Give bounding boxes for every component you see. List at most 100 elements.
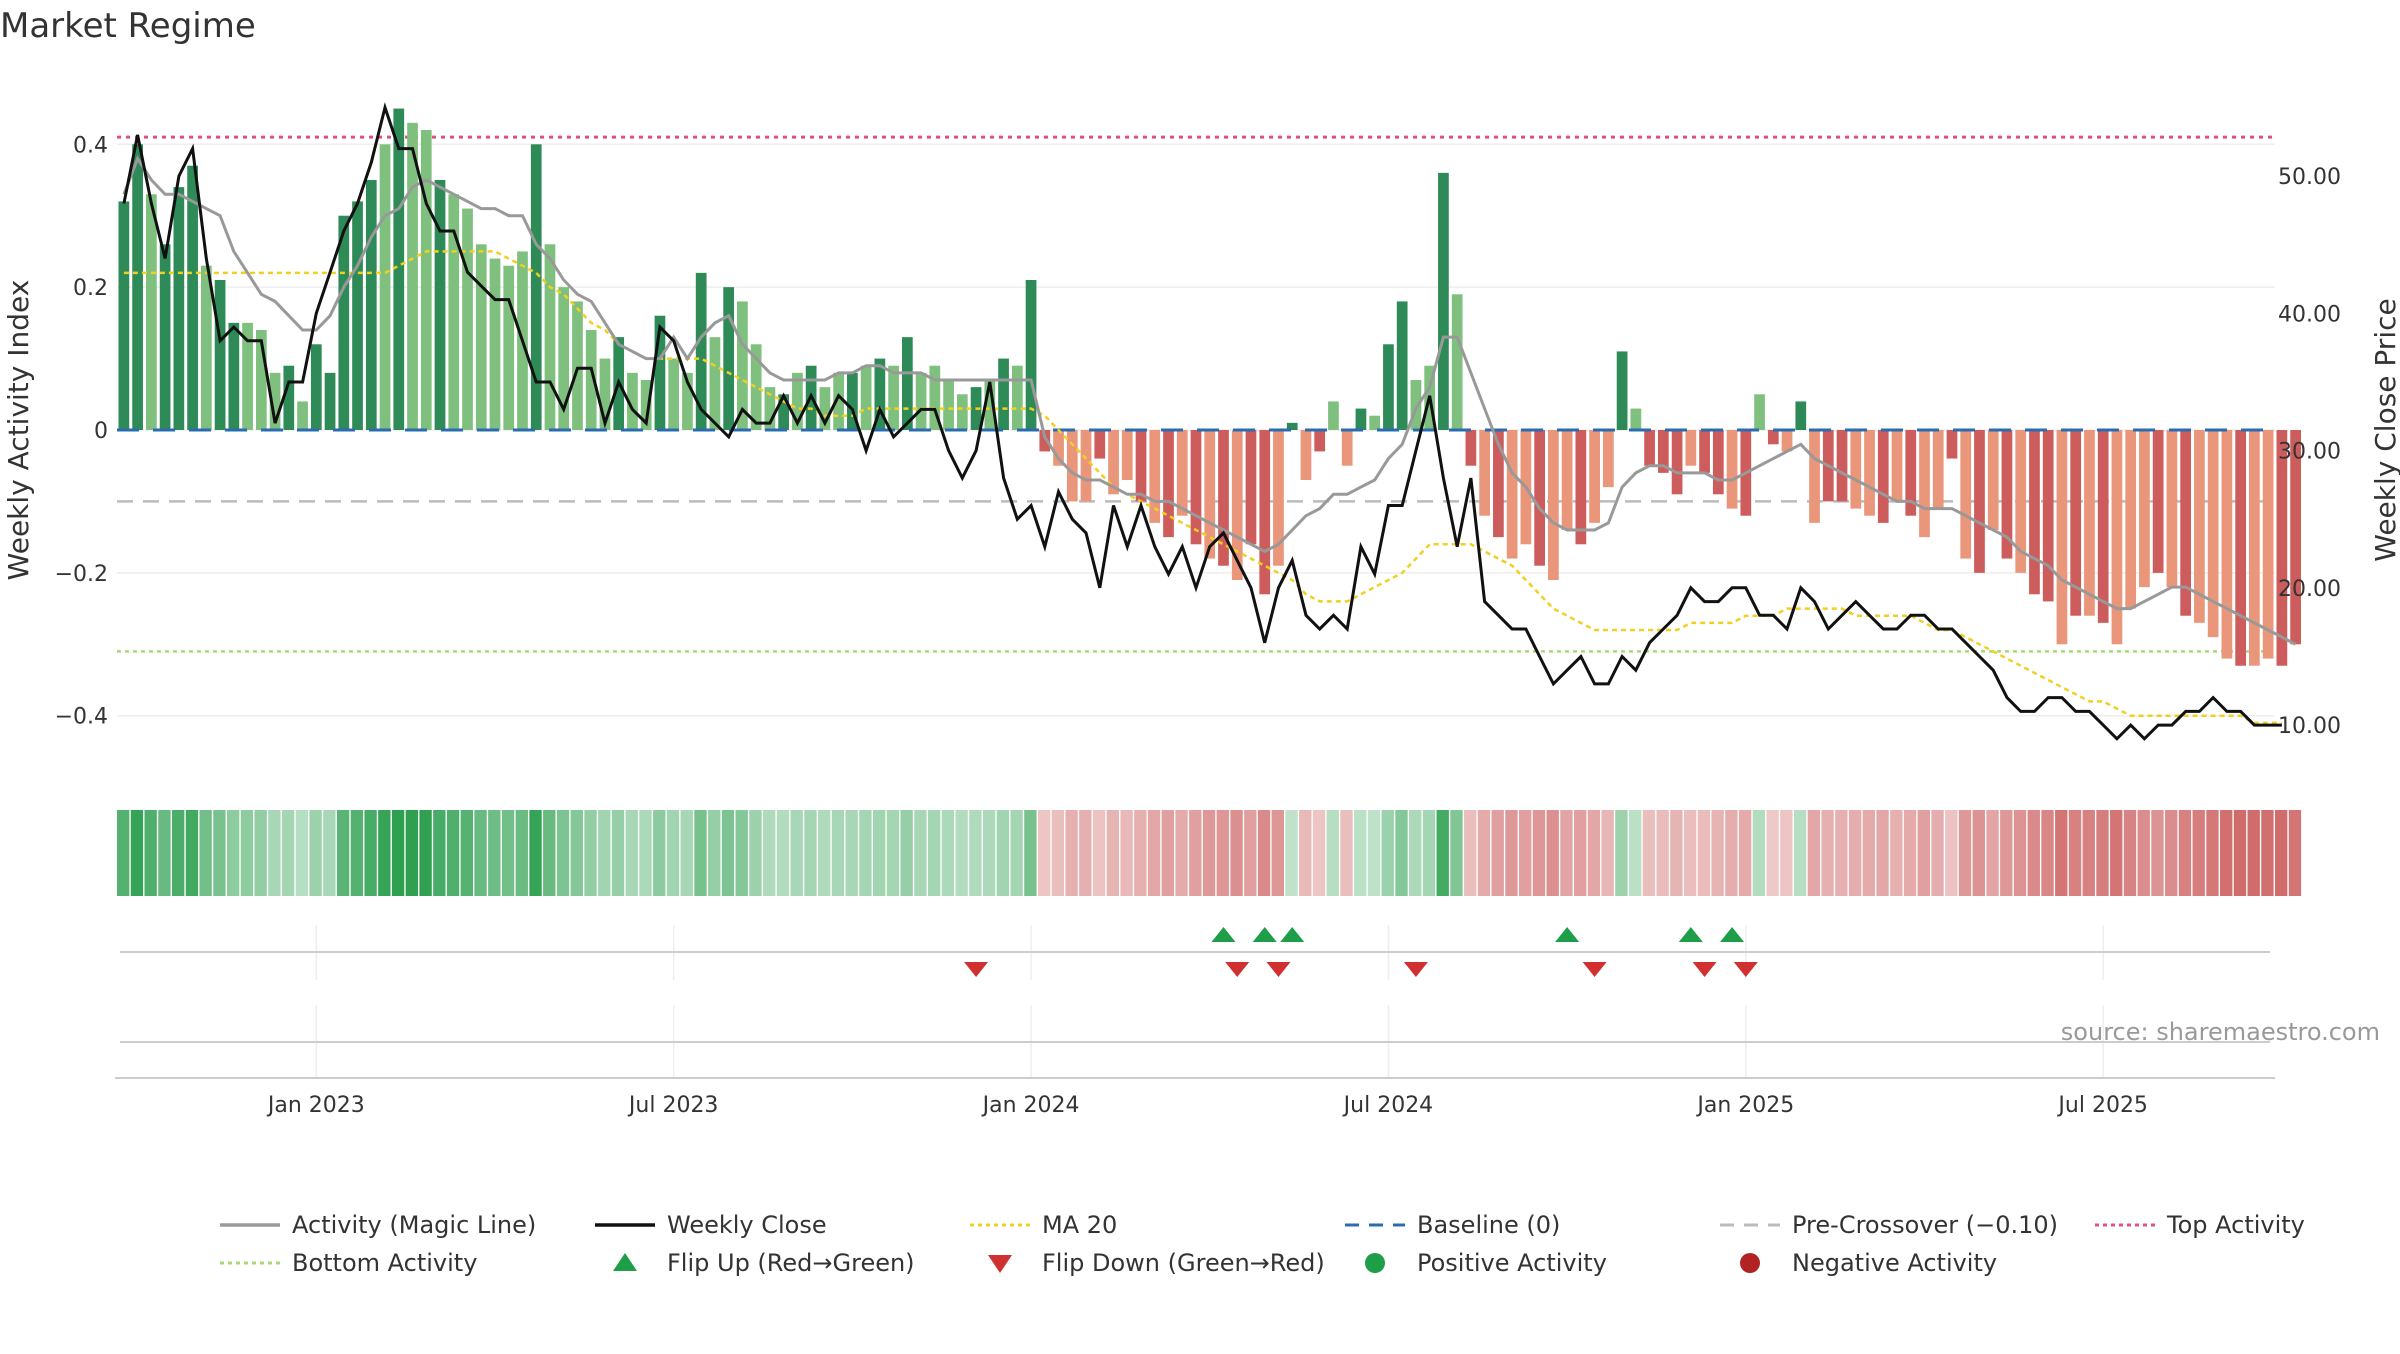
activity-bar: [489, 258, 501, 430]
activity-bar: [819, 387, 831, 430]
regime-strip-cell: [694, 810, 707, 896]
regime-strip-cell: [1656, 810, 1669, 896]
x-tick-label: Jul 2024: [1342, 1093, 1434, 1118]
chart-title: Market Regime: [0, 6, 256, 46]
regime-strip-cell: [391, 810, 405, 896]
regime-strip-cell: [1601, 810, 1614, 896]
activity-bar: [1080, 430, 1092, 502]
regime-strip-cell: [515, 810, 528, 896]
regime-strip-cell: [639, 810, 652, 896]
activity-bar: [228, 322, 240, 430]
activity-bar: [1410, 380, 1422, 430]
regime-strip-cell: [295, 810, 309, 896]
activity-bar: [1561, 430, 1573, 530]
regime-strip-cell: [323, 810, 336, 896]
regime-strip-cell: [1257, 810, 1271, 896]
regime-strip-cell: [1216, 810, 1229, 896]
regime-strip-cell: [226, 810, 240, 896]
regime-strip-cell: [1862, 810, 1876, 896]
activity-bar: [1273, 430, 1284, 566]
legend-label: MA 20: [1042, 1211, 1117, 1239]
activity-bar: [1039, 430, 1051, 452]
y-left-tick-label: 0.2: [73, 276, 108, 301]
activity-bar: [1657, 430, 1669, 473]
regime-strip-cell: [1807, 810, 1821, 896]
y-right-tick-label: 30.00: [2278, 440, 2341, 465]
regime-strip-cell: [336, 810, 350, 896]
activity-bar: [1891, 430, 1903, 502]
ma20-line: [123, 250, 2282, 725]
regime-strip-cell: [1876, 810, 1889, 896]
legend-label: Flip Down (Green→Red): [1042, 1249, 1325, 1277]
flip-up-marker: [1720, 927, 1745, 942]
activity-bar: [1341, 430, 1353, 466]
regime-strip-cell: [1615, 810, 1628, 896]
activity-bar: [187, 165, 198, 430]
regime-strip-cell: [1903, 810, 1917, 896]
y-right-tick-label: 50.00: [2278, 165, 2341, 190]
regime-strip-cell: [1271, 810, 1284, 896]
activity-bar: [297, 401, 308, 430]
activity-bar: [737, 301, 748, 430]
y-left-axis-label: Weekly Activity Index: [2, 280, 35, 581]
x-tick-label: Jan 2025: [1695, 1093, 1794, 1118]
regime-strip-cell: [900, 810, 913, 896]
flip-up-marker: [1555, 927, 1580, 942]
activity-bar: [929, 365, 941, 430]
regime-strip-cell: [2000, 810, 2013, 896]
activity-bar: [792, 372, 803, 430]
activity-bar: [943, 380, 954, 430]
y-right-axis-label: Weekly Close Price: [2369, 298, 2400, 561]
legend-label: Weekly Close: [667, 1211, 827, 1239]
activity-bar: [778, 394, 790, 430]
regime-strip-cell: [1821, 810, 1834, 896]
regime-strip-cell: [2055, 810, 2068, 896]
activity-bar: [764, 387, 776, 430]
regime-strip-cell: [804, 810, 817, 896]
legend-swatch: [988, 1255, 1012, 1273]
weekly-close-line: [122, 102, 2282, 741]
regime-strip-cell: [171, 810, 185, 896]
x-tick-label: Jul 2023: [627, 1093, 719, 1118]
activity-bar: [1616, 351, 1628, 430]
legend-swatch: [1740, 1253, 1760, 1273]
regime-strip-cell: [763, 810, 776, 896]
activity-bar: [888, 365, 899, 430]
regime-strip-cell: [556, 810, 570, 896]
activity-bar: [984, 380, 996, 430]
regime-strip-cell: [1752, 810, 1766, 896]
activity-bar: [572, 301, 583, 430]
activity-bar: [503, 265, 515, 430]
flip-down-marker: [1266, 962, 1291, 977]
regime-strip-cell: [1134, 810, 1147, 896]
activity-bar: [1534, 430, 1545, 566]
regime-strip-cell: [1244, 810, 1257, 896]
activity-bar: [627, 372, 638, 430]
flip-down-marker: [1582, 962, 1607, 977]
activity-bar: [1685, 430, 1697, 466]
regime-strip-cell: [2013, 810, 2027, 896]
regime-strip-cell: [1642, 810, 1656, 896]
regime-strip-cell: [1573, 810, 1587, 896]
activity-bar: [1864, 430, 1875, 516]
activity-bar: [1190, 430, 1202, 545]
regime-strip-cell: [1161, 810, 1175, 896]
legend-label: Activity (Magic Line): [292, 1211, 536, 1239]
activity-bar: [1149, 430, 1161, 523]
activity-bar: [1231, 430, 1243, 580]
regime-strip-cell: [1120, 810, 1133, 896]
activity-bar: [2111, 430, 2123, 645]
activity-bar: [2194, 430, 2205, 623]
activity-bar: [1644, 430, 1655, 466]
regime-strip-cell: [845, 810, 858, 896]
activity-bar: [1286, 422, 1298, 430]
legend-swatch: [613, 1253, 637, 1271]
regime-strip-cell: [130, 810, 144, 896]
legend-swatch: [1365, 1253, 1385, 1273]
flip-down-marker: [1733, 962, 1758, 977]
regime-strip-cell: [240, 810, 254, 896]
activity-bar: [2221, 430, 2233, 659]
regime-strip-cell: [364, 810, 377, 896]
regime-strip-cell: [1711, 810, 1724, 896]
